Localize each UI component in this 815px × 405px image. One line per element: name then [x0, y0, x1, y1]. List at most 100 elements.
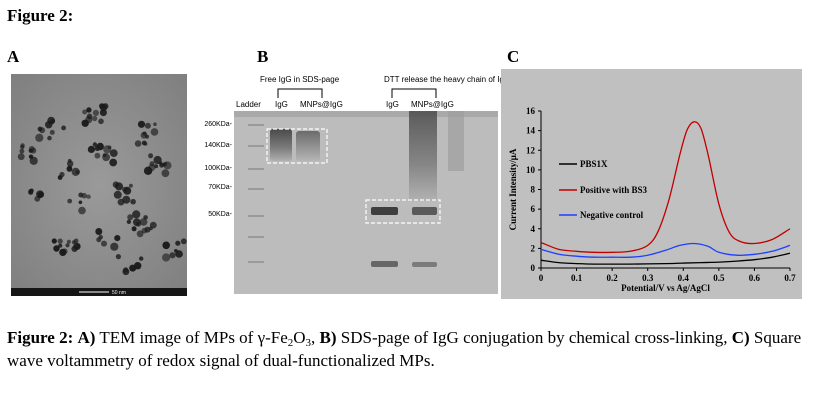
tem-particle	[92, 142, 98, 147]
caption-figure-label: Figure 2:	[7, 328, 74, 347]
tem-particle	[102, 153, 110, 162]
tem-particle	[78, 200, 83, 205]
caption-c-text: Square wave voltammetry of redox signal …	[7, 328, 802, 370]
tem-particle	[67, 158, 72, 163]
tem-particle	[92, 109, 99, 116]
tem-particle	[67, 198, 73, 204]
tem-particle	[19, 148, 25, 154]
lane-label-igg-2: IgG	[386, 100, 399, 109]
tem-image: 50 nm	[11, 74, 187, 296]
caption-b-text: SDS-page of IgG conjugation by chemical …	[336, 328, 732, 347]
tem-particle	[113, 190, 122, 199]
gel-bands	[234, 111, 498, 294]
tem-particle	[47, 135, 52, 141]
caption-c-label: C)	[731, 328, 750, 347]
series-line-2	[540, 242, 791, 258]
tem-particle	[35, 133, 44, 142]
tem-particle	[71, 167, 80, 176]
mw-marker-50: 50KDa-	[208, 211, 232, 218]
y-tick-label: 14	[526, 126, 536, 136]
tem-particle	[139, 256, 144, 261]
tem-particle	[96, 237, 102, 243]
tem-particle	[148, 153, 154, 159]
caption-b-label: B)	[319, 328, 337, 347]
y-tick-label: 2	[531, 243, 536, 253]
tem-particle	[174, 249, 178, 253]
x-tick-label: 0	[539, 273, 544, 283]
tem-particle	[96, 142, 104, 151]
x-tick-label: 0.3	[642, 273, 654, 283]
tem-particle	[61, 125, 66, 131]
legend-label-2: Negative control	[580, 210, 644, 220]
tem-particle	[153, 155, 162, 165]
tem-particle	[28, 154, 34, 159]
x-tick-label: 0.6	[749, 273, 761, 283]
group-label-free-igg: Free IgG in SDS-page	[260, 75, 340, 84]
series-line-1	[540, 121, 791, 254]
panel-b-letter: B	[257, 47, 269, 66]
tem-particle	[66, 239, 71, 244]
mw-marker-70: 70KDa-	[208, 184, 232, 191]
legend-label-0: PBS1X	[580, 159, 608, 169]
group-brackets	[277, 88, 437, 98]
tem-particle	[148, 164, 156, 172]
tem-particle	[131, 226, 137, 232]
tem-particle	[95, 228, 103, 235]
lane-label-mnps-igg-2: MNPs@IgG	[411, 100, 454, 109]
caption-a-sub1: 2	[287, 337, 294, 349]
tem-particle	[150, 128, 159, 136]
tem-particle	[101, 240, 107, 247]
y-tick-label: 4	[531, 224, 536, 234]
tem-particle	[20, 143, 25, 148]
y-tick-label: 0	[531, 263, 536, 273]
x-tick-label: 0.7	[784, 273, 796, 283]
tem-particle	[142, 131, 147, 136]
group-label-dtt: DTT release the heavy chain of IgG	[384, 75, 511, 84]
tem-particle	[86, 194, 91, 199]
tem-particle	[143, 142, 148, 146]
tem-particle	[65, 243, 70, 248]
tem-particle	[109, 149, 118, 157]
figure-caption: Figure 2: A) TEM image of MPs of γ-Fe2O3…	[7, 326, 807, 372]
tem-particle	[53, 245, 60, 252]
tem-particle	[149, 226, 153, 231]
tem-particle	[49, 129, 55, 135]
tem-particle	[153, 122, 157, 126]
tem-particle	[161, 169, 170, 178]
tem-particle	[175, 240, 181, 246]
tem-particle	[45, 121, 53, 129]
tem-particle	[67, 165, 73, 171]
caption-a-mid: O	[293, 328, 306, 347]
lane-label-mnps-igg-1: MNPs@IgG	[300, 100, 343, 109]
tem-particle	[34, 195, 41, 202]
tem-particle	[57, 238, 63, 244]
x-tick-label: 0.2	[607, 273, 619, 283]
caption-a-text: TEM image of MPs of γ-Fe	[95, 328, 288, 347]
y-tick-label: 10	[526, 165, 536, 175]
tem-particle	[98, 118, 104, 125]
tem-particle	[132, 210, 141, 219]
tem-particle	[109, 158, 118, 167]
series-line-0	[540, 252, 791, 265]
tem-particle	[94, 152, 101, 159]
panel-a-letter: A	[7, 47, 20, 66]
tem-particle	[28, 189, 34, 195]
tem-particle	[122, 195, 131, 204]
tem-particle	[99, 109, 107, 117]
tem-particle	[78, 206, 86, 215]
tem-particle	[121, 186, 128, 193]
tem-particle	[162, 241, 170, 250]
tem-particle	[81, 119, 89, 127]
tem-particle	[180, 238, 187, 245]
tem-particle	[82, 109, 88, 115]
tem-particle	[126, 219, 132, 224]
y-tick-label: 12	[526, 145, 536, 155]
tem-particle	[163, 161, 172, 170]
tem-particle	[81, 192, 87, 199]
y-tick-label: 6	[531, 204, 536, 214]
mw-marker-260: 260KDa-	[204, 121, 232, 128]
tem-particle	[58, 243, 63, 248]
mw-marker-100: 100KDa-	[204, 165, 232, 172]
tem-particle	[135, 221, 142, 227]
lane-label-ladder: Ladder	[236, 100, 261, 109]
